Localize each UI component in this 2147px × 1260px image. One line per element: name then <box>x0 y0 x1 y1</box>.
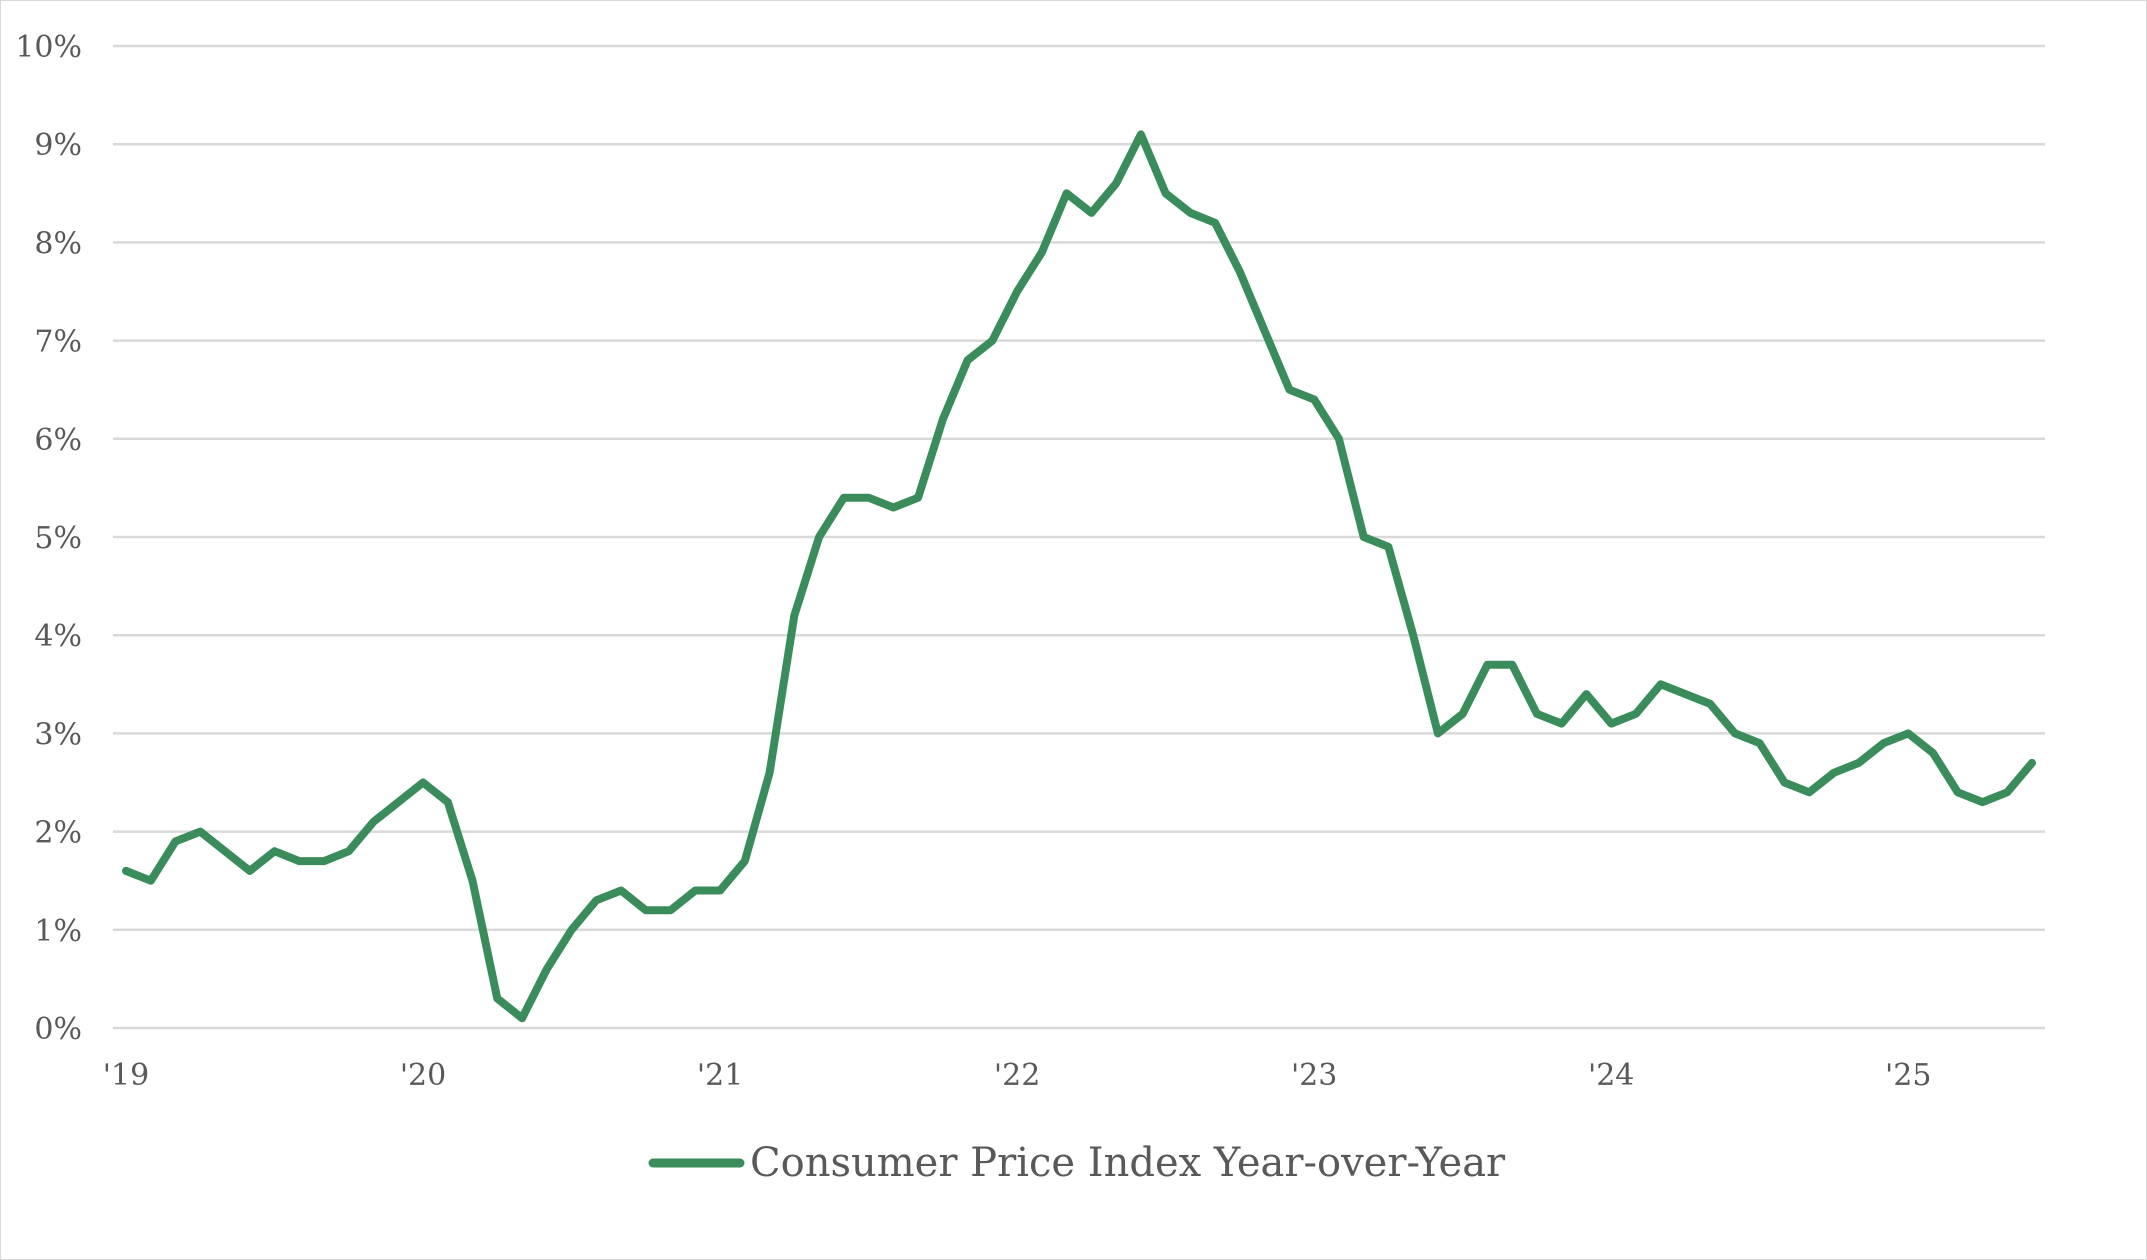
series-layer <box>122 130 2036 1023</box>
gridlines <box>113 44 2045 1030</box>
y-tick-label: 5% <box>34 521 82 556</box>
x-tick-label: '24 <box>1588 1058 1634 1093</box>
x-tick-label: '23 <box>1291 1058 1337 1093</box>
x-axis-tick-labels: '19 '20 '21 '22 '23 '24 '25 <box>103 1058 1932 1093</box>
cpi-series-line <box>122 130 2036 1023</box>
x-tick-label: '19 <box>103 1058 149 1093</box>
y-tick-label: 7% <box>34 325 82 360</box>
y-axis-tick-labels: 0% 1% 2% 3% 4% 5% 6% 7% 8% 9% 10% <box>15 30 82 1047</box>
y-tick-label: 3% <box>34 717 82 752</box>
x-tick-label: '21 <box>697 1058 743 1093</box>
y-tick-label: 8% <box>34 226 82 261</box>
y-tick-label: 6% <box>34 423 82 458</box>
x-tick-label: '25 <box>1885 1058 1931 1093</box>
legend-label: Consumer Price Index Year-over-Year <box>750 1140 1506 1186</box>
y-tick-label: 2% <box>34 816 82 851</box>
x-tick-label: '22 <box>994 1058 1040 1093</box>
legend: Consumer Price Index Year-over-Year <box>648 1140 1506 1186</box>
y-tick-label: 10% <box>15 30 82 65</box>
y-tick-label: 0% <box>34 1012 82 1047</box>
y-tick-label: 9% <box>34 128 82 163</box>
y-tick-label: 4% <box>34 619 82 654</box>
y-tick-label: 1% <box>34 914 82 949</box>
x-tick-label: '20 <box>400 1058 446 1093</box>
